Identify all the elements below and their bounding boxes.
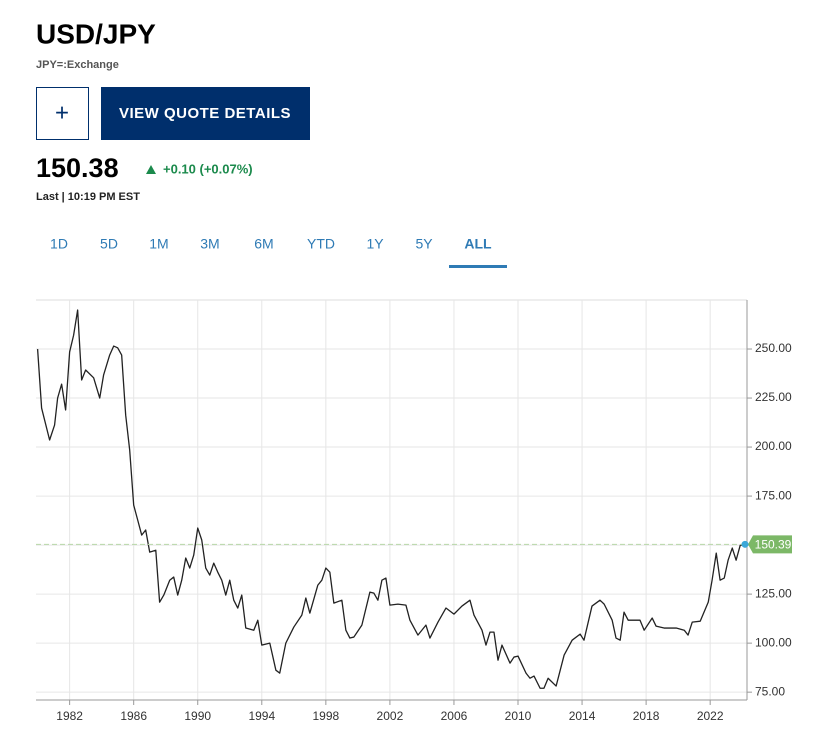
y-tick-label: 200.00 <box>755 439 792 453</box>
up-arrow <box>146 165 156 174</box>
active-tab-underline <box>449 265 507 268</box>
y-tick-label: 100.00 <box>755 635 792 649</box>
price-line <box>36 309 744 689</box>
x-tick-label: 2014 <box>569 709 596 723</box>
x-tick-label: 1982 <box>56 709 83 723</box>
price-change: +0.10 (+0.07%) <box>163 161 253 176</box>
symbol: JPY=:Exchange <box>36 59 119 71</box>
x-tick-label: 2022 <box>697 709 724 723</box>
current-price-tag <box>748 535 792 554</box>
range-tab[interactable]: 1M <box>149 236 168 252</box>
current-price-label: 150.39 <box>755 538 792 552</box>
details-button-box[interactable] <box>101 87 310 140</box>
range-tabs: 1D 5D 1M 3M 6M YTD 1Y 5Y ALL <box>50 236 507 268</box>
details-button-label[interactable]: VIEW QUOTE DETAILS <box>119 105 291 122</box>
y-tick-label: 175.00 <box>755 488 792 502</box>
range-tab[interactable]: ALL <box>464 236 492 252</box>
x-tick-label: 2002 <box>377 709 404 723</box>
range-tab[interactable]: 1Y <box>366 236 384 252</box>
x-tick-label: 1994 <box>248 709 275 723</box>
range-tab[interactable]: YTD <box>307 236 335 252</box>
add-button[interactable]: + <box>36 87 89 140</box>
add-button-label[interactable]: + <box>55 99 69 126</box>
details-button[interactable]: VIEW QUOTE DETAILS <box>101 87 310 140</box>
x-tick-label: 2006 <box>441 709 468 723</box>
x-tick-label: 1998 <box>312 709 339 723</box>
range-tab[interactable]: 1D <box>50 236 68 252</box>
price: 150.38 <box>36 153 119 183</box>
chart: 1982 1986 1990 1994 1998 2002 2006 2010 2014 2018… <box>36 299 792 723</box>
range-tab[interactable]: 3M <box>200 236 219 252</box>
current-price-dot <box>741 540 749 548</box>
x-tick-label: 2018 <box>633 709 660 723</box>
range-tab[interactable]: 6M <box>254 236 273 252</box>
add-button-box[interactable] <box>36 87 89 140</box>
last-time: Last | 10:19 PM EST <box>36 191 140 203</box>
y-tick-label: 250.00 <box>755 341 792 355</box>
range-tab[interactable]: 5Y <box>415 236 433 252</box>
instrument-title: USD/JPY <box>36 18 156 49</box>
x-tick-label: 2010 <box>505 709 532 723</box>
y-tick-label: 125.00 <box>755 586 792 600</box>
x-tick-label: 1990 <box>184 709 211 723</box>
y-tick-label: 75.00 <box>755 684 785 698</box>
range-tab[interactable]: 5D <box>100 236 118 252</box>
x-tick-label: 1986 <box>120 709 147 723</box>
y-tick-label: 225.00 <box>755 390 792 404</box>
